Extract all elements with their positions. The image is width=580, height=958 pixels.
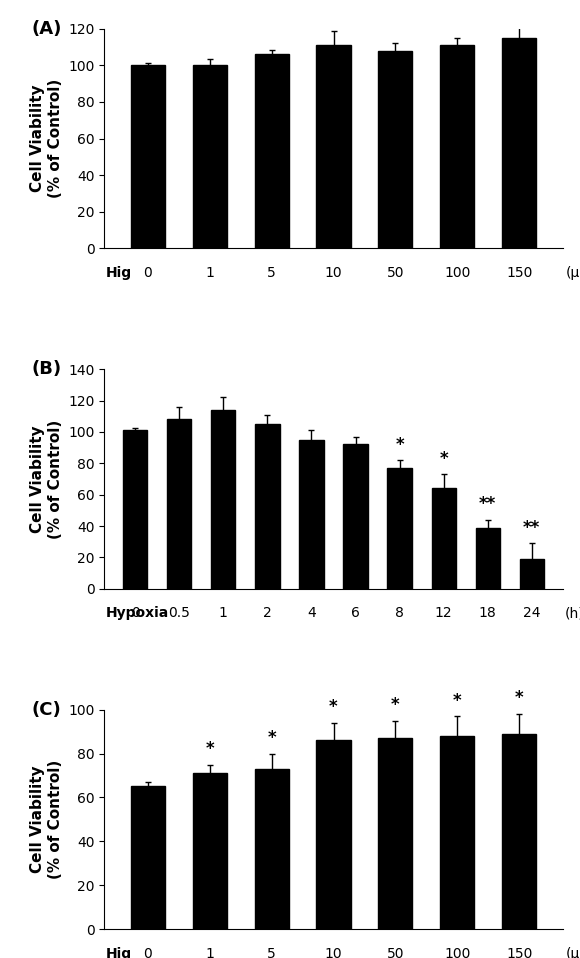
Text: 50: 50	[387, 947, 404, 958]
Text: 4: 4	[307, 606, 316, 621]
Bar	[193, 773, 227, 929]
Bar	[130, 65, 165, 248]
Text: 10: 10	[325, 947, 342, 958]
Bar	[387, 468, 412, 589]
Text: 8: 8	[395, 606, 404, 621]
Text: *: *	[453, 692, 462, 710]
Text: *: *	[439, 449, 448, 468]
Text: 1: 1	[205, 266, 214, 280]
Text: 18: 18	[479, 606, 496, 621]
Text: 0: 0	[143, 947, 152, 958]
Bar	[440, 45, 474, 248]
Bar	[476, 528, 500, 589]
Text: 12: 12	[435, 606, 452, 621]
Text: *: *	[329, 698, 338, 717]
Text: 5: 5	[267, 947, 276, 958]
Text: *: *	[396, 436, 404, 453]
Y-axis label: Cell Viability
(% of Control): Cell Viability (% of Control)	[30, 760, 63, 879]
Bar	[167, 420, 191, 589]
Y-axis label: Cell Viability
(% of Control): Cell Viability (% of Control)	[30, 79, 63, 198]
Bar	[502, 38, 536, 248]
Text: *: *	[515, 690, 524, 707]
Text: Hig: Hig	[106, 266, 132, 280]
Text: **: **	[523, 518, 541, 536]
Text: 1: 1	[205, 947, 214, 958]
Text: 24: 24	[523, 606, 541, 621]
Bar	[299, 440, 324, 589]
Text: **: **	[479, 495, 496, 513]
Text: (B): (B)	[31, 360, 61, 378]
Text: 100: 100	[444, 947, 470, 958]
Bar	[343, 445, 368, 589]
Text: *: *	[205, 740, 214, 758]
Text: 6: 6	[351, 606, 360, 621]
Text: Hypoxia: Hypoxia	[106, 606, 169, 621]
Bar	[123, 430, 147, 589]
Text: 150: 150	[506, 947, 532, 958]
Text: *: *	[391, 696, 400, 714]
Bar	[255, 769, 289, 929]
Bar	[211, 410, 235, 589]
Text: 10: 10	[325, 266, 342, 280]
Text: (C): (C)	[31, 701, 61, 718]
Bar	[440, 736, 474, 929]
Bar	[520, 559, 544, 589]
Text: 50: 50	[387, 266, 404, 280]
Text: 0: 0	[131, 606, 140, 621]
Text: (h): (h)	[565, 606, 580, 621]
Text: 150: 150	[506, 266, 532, 280]
Bar	[255, 55, 289, 248]
Bar	[130, 787, 165, 929]
Text: (μM): (μM)	[566, 266, 580, 280]
Text: 1: 1	[219, 606, 228, 621]
Bar	[378, 51, 412, 248]
Text: 0: 0	[143, 266, 152, 280]
Bar	[378, 739, 412, 929]
Text: 100: 100	[444, 266, 470, 280]
Text: (A): (A)	[31, 20, 61, 38]
Text: 5: 5	[267, 266, 276, 280]
Bar	[432, 489, 456, 589]
Bar	[317, 741, 350, 929]
Bar	[255, 424, 280, 589]
Text: (μM): (μM)	[566, 947, 580, 958]
Bar	[502, 734, 536, 929]
Bar	[317, 45, 350, 248]
Bar	[193, 65, 227, 248]
Text: Hig: Hig	[106, 947, 132, 958]
Text: 0.5: 0.5	[168, 606, 190, 621]
Text: 2: 2	[263, 606, 272, 621]
Y-axis label: Cell Viability
(% of Control): Cell Viability (% of Control)	[30, 420, 63, 538]
Text: *: *	[267, 729, 276, 747]
